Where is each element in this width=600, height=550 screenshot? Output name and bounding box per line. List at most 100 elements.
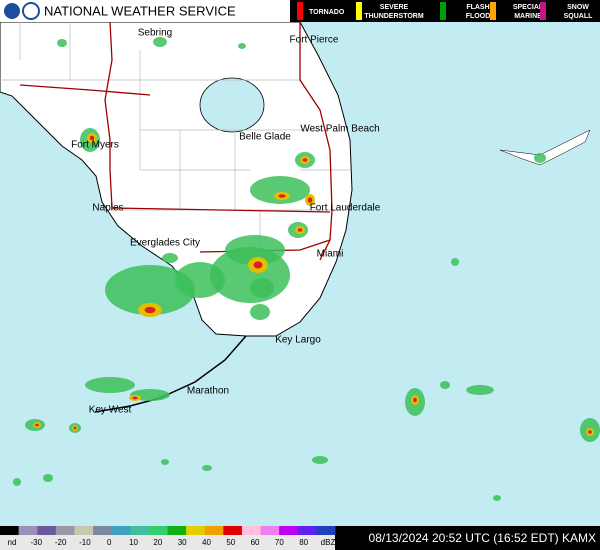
echo-core (302, 158, 308, 162)
scale-swatch (279, 526, 299, 535)
echo-core (253, 261, 263, 269)
warning-label: MARINE (514, 13, 542, 20)
echo (202, 465, 212, 471)
city-label: Fort Lauderdale (310, 203, 381, 214)
scale-label: 50 (226, 538, 235, 547)
echo (238, 43, 246, 49)
echo-core (144, 306, 156, 314)
warning-label: SEVERE (380, 4, 409, 11)
echo (534, 153, 546, 163)
echo (85, 377, 135, 393)
scale-label: 30 (178, 538, 187, 547)
echo (250, 304, 270, 320)
noaa-logo (4, 3, 20, 19)
echo (161, 459, 169, 465)
island (499, 129, 591, 166)
timestamp: 08/13/2024 20:52 UTC (16:52 EDT) KAMX (369, 531, 596, 545)
header-title: NATIONAL WEATHER SERVICE (44, 3, 236, 18)
echo (493, 495, 501, 501)
warning-items: TORNADO SEVERE THUNDERSTORM FLASH FLOOD SPECI… (297, 2, 593, 20)
echo-core (73, 426, 77, 430)
warning-label: TORNADO (309, 9, 345, 16)
echo (250, 278, 274, 298)
scale-label: -20 (55, 538, 67, 547)
city-labels: Sebring Fort Pierce Belle Glade West Palm B… (71, 28, 381, 416)
scale-label: dBZ (321, 538, 336, 547)
scale-label: 80 (299, 538, 308, 547)
city-label: Everglades City (130, 238, 200, 249)
city-label: Key West (89, 405, 132, 416)
warning-label: FLASH (466, 4, 489, 11)
header-bar (0, 0, 290, 22)
scale-label: 0 (107, 538, 112, 547)
echo (43, 474, 53, 482)
echo (57, 39, 67, 47)
scale-swatch (130, 526, 150, 535)
scale-swatch (18, 526, 38, 535)
echo-core (297, 228, 303, 232)
warning-label: THUNDERSTORM (364, 13, 424, 20)
scale-swatch (316, 526, 336, 535)
echo (225, 235, 285, 265)
echo-core (132, 396, 138, 400)
scale-swatch (260, 526, 280, 535)
warning-label: SQUALL (564, 13, 594, 20)
scale-label: 20 (153, 538, 162, 547)
echo-core (413, 397, 417, 403)
scale-swatch (223, 526, 243, 535)
echo (440, 381, 450, 389)
echo-core (89, 135, 95, 141)
warning-swatch (440, 2, 446, 20)
echo-core (307, 197, 313, 203)
scale-label: nd (8, 538, 17, 547)
warning-label: SPECIAL (513, 4, 544, 11)
scale-swatch (148, 526, 168, 535)
city-label: West Palm Beach (300, 124, 379, 135)
city-label: Sebring (138, 28, 172, 39)
warning-label: FLOOD (466, 13, 491, 20)
city-label: Miami (317, 249, 344, 260)
city-label: Key Largo (275, 335, 321, 346)
echo (250, 176, 310, 204)
echo (153, 37, 167, 47)
scale-swatch (93, 526, 113, 535)
scale-swatch (204, 526, 224, 535)
echo (312, 456, 328, 464)
scale-label-bg (0, 535, 335, 550)
radar-echoes (13, 37, 600, 501)
scale-label: 40 (202, 538, 211, 547)
scale-label: -10 (79, 538, 91, 547)
warning-swatch (540, 2, 546, 20)
warning-label: SNOW (567, 4, 589, 11)
scale-swatch (0, 526, 20, 535)
city-label: Fort Pierce (290, 35, 339, 46)
city-label: Marathon (187, 386, 229, 397)
echo (451, 258, 459, 266)
lake-okeechobee (199, 77, 265, 133)
echo (13, 478, 21, 486)
nws-logo (22, 2, 40, 20)
echo (466, 385, 494, 395)
scale-label: 10 (129, 538, 138, 547)
echo-core (35, 423, 39, 427)
scale-swatch (37, 526, 57, 535)
warning-swatch (297, 2, 303, 20)
city-label: Belle Glade (239, 132, 291, 143)
warning-swatch (356, 2, 362, 20)
color-scale: nd -30 -20 -10 0 10 20 30 40 50 60 70 80 dBZ (0, 526, 336, 550)
echo (162, 253, 178, 263)
scale-swatch (186, 526, 206, 535)
scale-label: 60 (251, 538, 260, 547)
city-label: Naples (92, 203, 123, 214)
scale-swatch (74, 526, 94, 535)
scale-swatch (55, 526, 75, 535)
city-label: Fort Myers (71, 140, 119, 151)
scale-swatch (297, 526, 317, 535)
scale-swatch (167, 526, 187, 535)
florida-keys (94, 335, 247, 413)
echo (105, 265, 195, 315)
echo-core (278, 194, 286, 198)
scale-label: -30 (31, 538, 43, 547)
scale-swatch (241, 526, 262, 535)
